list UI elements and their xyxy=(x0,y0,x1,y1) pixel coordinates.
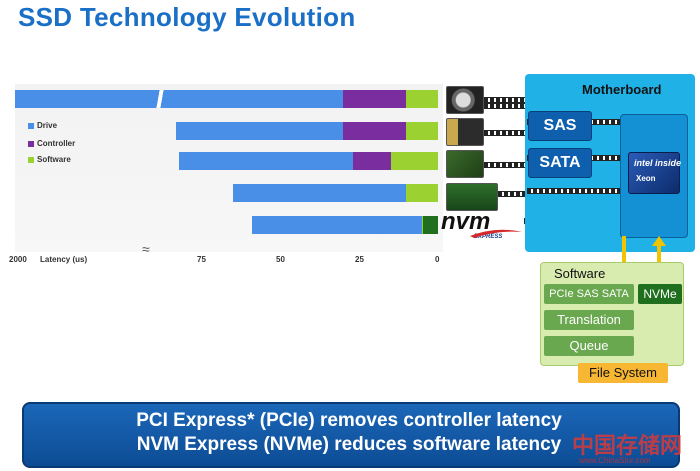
intel-xeon-chip xyxy=(628,152,680,194)
file-system-block: File System xyxy=(578,363,668,383)
ssd-sas-image xyxy=(446,118,484,146)
hdd-image xyxy=(446,86,484,114)
pcie-card-image xyxy=(446,183,498,211)
wire-sata xyxy=(484,162,528,168)
tick-0: 0 xyxy=(435,255,440,264)
summary-banner xyxy=(22,402,680,468)
nvm-logo-text: nvm xyxy=(441,208,491,235)
legend-drive: Drive xyxy=(28,121,57,130)
cpu-brand: intel inside xyxy=(634,158,682,168)
queue-block: Queue xyxy=(544,336,634,356)
wire-pcie-internal xyxy=(527,188,621,194)
sas-controller: SAS xyxy=(528,111,592,141)
bar-drive-segment xyxy=(15,90,344,108)
software-label: Software xyxy=(554,266,606,281)
legend-software: Software xyxy=(28,155,71,164)
legend-controller-label: Controller xyxy=(37,139,76,148)
legend-drive-label: Drive xyxy=(37,121,58,130)
legend-drive-swatch xyxy=(28,122,34,129)
bar-controller-segment xyxy=(343,122,407,140)
wire-sas xyxy=(484,130,528,136)
translation-block: Translation xyxy=(544,310,634,330)
legend-controller-swatch xyxy=(28,140,34,147)
legacy-driver-block: PCIe SAS SATA xyxy=(544,284,634,304)
tick-50: 50 xyxy=(276,255,285,264)
bar-break-marker xyxy=(155,90,165,108)
bar-software-segment xyxy=(406,122,438,140)
legend-software-swatch xyxy=(28,156,34,163)
nvm-logo-sub: EXPRESS xyxy=(474,234,503,240)
axis-break-icon: ≈ xyxy=(142,241,150,257)
arrow-up-icon xyxy=(652,236,666,246)
tick-25: 25 xyxy=(355,255,364,264)
bar-drive-segment xyxy=(251,216,423,234)
wire-pcie xyxy=(498,191,528,197)
bar-drive-segment xyxy=(232,184,407,202)
bar-drive-segment xyxy=(178,152,353,170)
nvm-swoosh-icon xyxy=(470,229,522,238)
tick-75: 75 xyxy=(197,255,206,264)
page-title: SSD Technology Evolution xyxy=(18,2,356,32)
bar-controller-segment xyxy=(352,152,391,170)
bar-software-segment xyxy=(406,90,438,108)
wire-hdd-2 xyxy=(484,103,528,109)
bar-drive-segment xyxy=(175,122,344,140)
sata-controller: SATA xyxy=(528,148,592,178)
bar-software-segment xyxy=(406,184,438,202)
cpu-model: Xeon xyxy=(636,174,656,183)
wire-hdd xyxy=(484,97,528,103)
legend-software-label: Software xyxy=(37,155,71,164)
axis-label: Latency (us) xyxy=(40,255,88,264)
bar-nvme-segment xyxy=(423,216,438,234)
watermark-url: www.ChinaStor.com xyxy=(579,456,651,465)
ssd-sata-image xyxy=(446,150,484,178)
bar-software-segment xyxy=(390,152,438,170)
legend-controller: Controller xyxy=(28,139,75,148)
latency-chart xyxy=(5,84,443,266)
bar-controller-segment xyxy=(343,90,407,108)
banner-line-2: NVM Express (NVMe) reduces software late… xyxy=(136,434,562,455)
watermark-logo: 中国存储网 xyxy=(572,433,683,458)
motherboard-label: Motherboard xyxy=(582,82,662,97)
nvme-driver-block: NVMe xyxy=(638,284,682,304)
banner-line-1: PCI Express* (PCIe) removes controller l… xyxy=(136,410,562,431)
tick-2000: 2000 xyxy=(9,255,27,264)
